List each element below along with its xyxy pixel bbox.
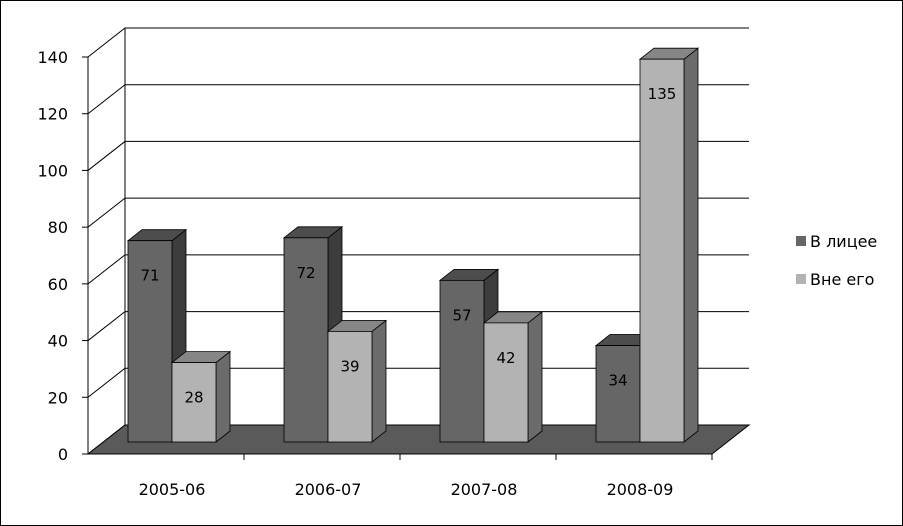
bar xyxy=(126,228,188,443)
gridlines xyxy=(87,27,749,455)
bar-side xyxy=(371,319,387,443)
bar-front xyxy=(439,279,485,443)
y-tick-label: 100 xyxy=(37,161,68,180)
bar xyxy=(326,319,388,443)
bar xyxy=(638,47,700,443)
bar-side xyxy=(683,47,699,443)
bar-side xyxy=(527,311,543,443)
legend-label: В лицее xyxy=(810,232,877,251)
y-tick-label: 120 xyxy=(37,105,68,124)
bar-front xyxy=(327,331,373,443)
bar xyxy=(170,350,232,443)
legend-swatch xyxy=(796,274,806,284)
bar-front xyxy=(639,58,685,443)
bar-front xyxy=(595,345,641,443)
bar-value-label: 71 xyxy=(140,267,159,285)
bar xyxy=(482,311,544,443)
y-tick-label: 40 xyxy=(48,332,68,351)
labels: 0 20 40 60 80 100 120 140 2005-06 2006-07 2007-08 2… xyxy=(37,48,676,499)
x-category-label: 2006-07 xyxy=(295,480,362,499)
y-tick-label: 80 xyxy=(48,218,68,237)
x-category-label: 2007-08 xyxy=(451,480,518,499)
bars xyxy=(126,47,700,443)
bar-value-label: 57 xyxy=(452,306,471,324)
bar-value-label: 42 xyxy=(496,349,515,367)
y-tick-label: 20 xyxy=(48,388,68,407)
bar-value-label: 135 xyxy=(648,85,677,103)
x-category-label: 2008-09 xyxy=(607,480,674,499)
legend-swatch xyxy=(796,236,806,246)
y-tick-label: 60 xyxy=(48,275,68,294)
legend: В лицее Вне его xyxy=(796,232,877,289)
axes xyxy=(82,56,713,460)
x-category-label: 2005-06 xyxy=(139,480,206,499)
bar-value-label: 39 xyxy=(340,357,359,375)
chart-walls xyxy=(125,28,749,425)
bar-side xyxy=(215,350,231,443)
y-tick-label: 0 xyxy=(58,445,68,464)
back-wall xyxy=(125,28,749,425)
bar-front xyxy=(283,237,329,443)
bar-front xyxy=(171,362,217,443)
bar-value-label: 72 xyxy=(296,264,315,282)
bar-front xyxy=(127,240,173,443)
bar-value-label: 34 xyxy=(608,372,627,390)
y-tick-label: 140 xyxy=(37,48,68,67)
legend-label: Вне его xyxy=(810,270,874,289)
bar-value-label: 28 xyxy=(184,389,203,407)
bar-front xyxy=(483,322,529,443)
